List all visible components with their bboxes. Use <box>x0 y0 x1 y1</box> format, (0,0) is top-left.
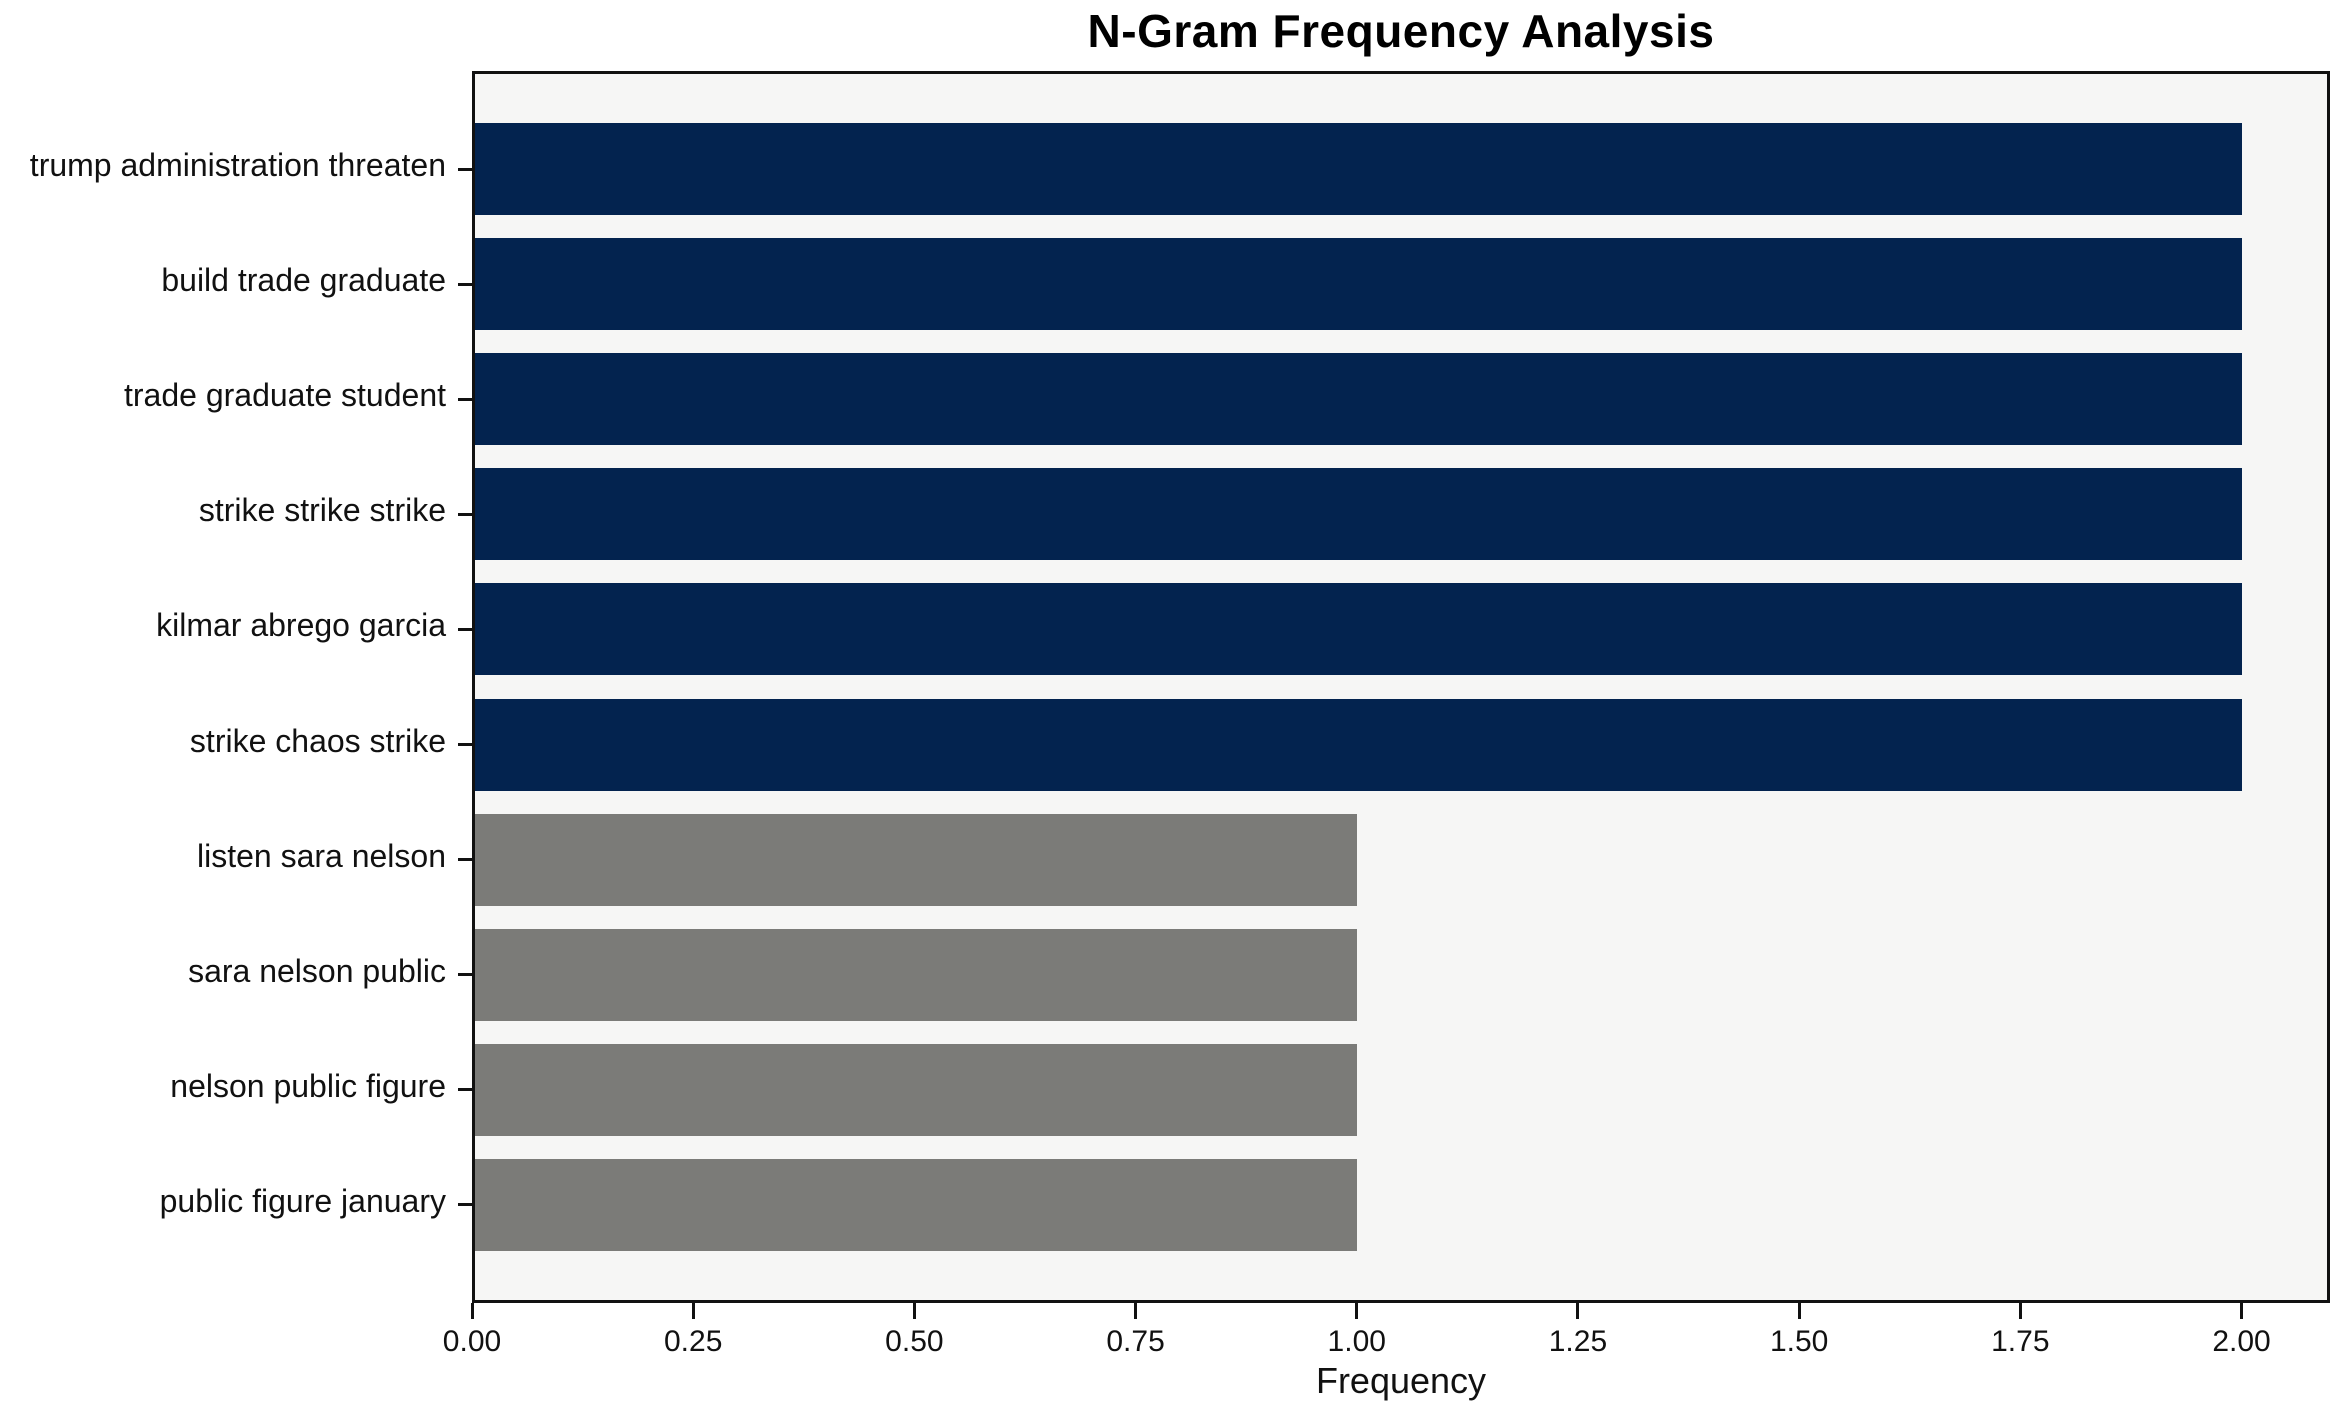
y-axis-label: public figure january <box>159 1182 446 1219</box>
x-tick-label: 1.75 <box>1991 1325 2050 1358</box>
x-tick-label: 1.00 <box>1327 1325 1386 1358</box>
bar <box>472 468 2242 561</box>
y-axis-label: nelson public figure <box>170 1067 446 1104</box>
bar <box>472 1158 1357 1251</box>
y-axis-label: trump administration threaten <box>29 147 446 183</box>
y-tick-mark <box>458 282 472 286</box>
bar <box>472 583 2242 676</box>
y-axis-label: trade graduate student <box>123 377 446 414</box>
y-axis-label: listen sara nelson <box>196 837 446 874</box>
bar <box>472 1043 1357 1136</box>
y-tick-mark <box>458 858 472 862</box>
x-tick-label: 0.00 <box>442 1325 502 1358</box>
y-tick-mark <box>458 627 472 631</box>
y-axis-label: strike strike strike <box>198 492 446 529</box>
y-tick-mark <box>458 1203 472 1207</box>
chart-title: N-Gram Frequency Analysis <box>1087 5 1715 57</box>
y-axis-label: build trade graduate <box>161 262 446 299</box>
y-axis-label: sara nelson public <box>188 952 446 989</box>
x-axis-title: Frequency <box>1315 1360 1487 1401</box>
x-tick-mark <box>1797 1303 1801 1319</box>
bar <box>472 353 2242 446</box>
x-tick-mark <box>1355 1303 1359 1319</box>
y-axis-label: kilmar abrego garcia <box>156 607 446 644</box>
x-tick-label: 2.00 <box>2212 1325 2271 1358</box>
bar <box>472 238 2242 331</box>
x-tick-label: 0.25 <box>663 1325 723 1358</box>
bar <box>472 813 1357 906</box>
x-tick-label: 1.50 <box>1769 1325 1829 1358</box>
bar <box>472 928 1357 1021</box>
x-tick-label: 1.25 <box>1548 1325 1608 1358</box>
y-tick-mark <box>458 743 472 746</box>
y-tick-mark <box>458 167 472 171</box>
bar <box>472 698 2242 791</box>
x-tick-mark <box>912 1303 916 1319</box>
x-tick-mark <box>1576 1303 1580 1319</box>
y-tick-mark <box>458 973 472 977</box>
x-tick-mark <box>691 1303 695 1319</box>
y-tick-mark <box>458 1088 472 1092</box>
plot-area <box>472 71 2330 1303</box>
x-tick-mark <box>470 1303 474 1319</box>
x-tick-label: 0.75 <box>1106 1325 1165 1358</box>
x-tick-label: 0.50 <box>885 1325 944 1358</box>
x-tick-mark <box>2240 1303 2244 1319</box>
y-tick-mark <box>458 512 472 516</box>
bar <box>472 123 2242 215</box>
y-axis-label: strike chaos strike <box>189 722 446 759</box>
x-tick-mark <box>2018 1303 2022 1319</box>
y-tick-mark <box>458 397 472 401</box>
x-tick-mark <box>1134 1303 1138 1319</box>
